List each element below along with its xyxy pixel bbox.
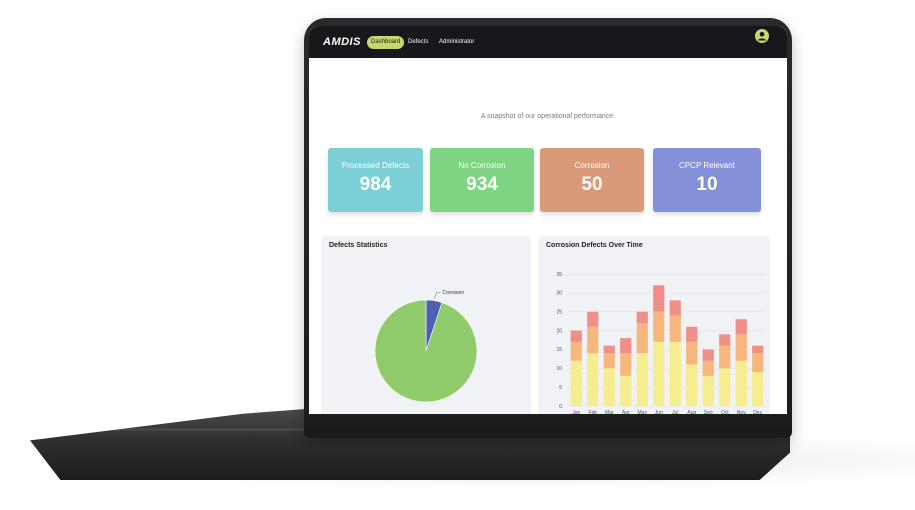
- y-tick-label: 10: [556, 366, 562, 372]
- nav-administrator[interactable]: Administrator: [439, 39, 475, 45]
- x-tick-label: Sep: [704, 410, 713, 414]
- y-tick-label: 25: [556, 310, 562, 316]
- nav-defects[interactable]: Defects: [408, 39, 429, 45]
- y-tick-label: 20: [556, 328, 562, 334]
- bar-segment[interactable]: [636, 311, 648, 324]
- card-label: Processed Defects: [341, 161, 410, 170]
- card-corrosion[interactable]: Corrosion 50: [540, 148, 644, 212]
- card-value: 984: [359, 174, 392, 195]
- card-value: 10: [696, 174, 718, 195]
- y-tick-label: 5: [559, 385, 562, 391]
- bar-segment[interactable]: [570, 330, 582, 342]
- pie-label-leader: [434, 292, 441, 299]
- x-tick-label: Aug: [687, 410, 696, 414]
- bar-segment[interactable]: [653, 311, 665, 342]
- bar-segment[interactable]: [669, 300, 681, 316]
- y-tick-label: 30: [556, 291, 562, 297]
- bar-segment[interactable]: [587, 353, 599, 406]
- card-label: No Corrosion: [458, 161, 506, 170]
- card-label: CPCP Relevant: [679, 161, 735, 170]
- card-processed-defects[interactable]: Processed Defects 984: [328, 148, 423, 212]
- top-navbar: AMDIS Dashboard Defects Administrator: [309, 26, 787, 58]
- x-tick-label: Jun: [655, 410, 663, 414]
- bar-segment[interactable]: [669, 315, 681, 342]
- card-cpcp-relevant[interactable]: CPCP Relevant 10: [653, 148, 761, 212]
- bar-segment[interactable]: [570, 341, 582, 361]
- bar-segment[interactable]: [702, 360, 714, 376]
- bar-segment[interactable]: [686, 364, 698, 406]
- app-screen: AMDIS Dashboard Defects Administrator A …: [309, 26, 787, 414]
- bar-segment[interactable]: [636, 353, 648, 406]
- defects-statistics-panel: Defects Statistics Corrosion: [321, 236, 531, 414]
- bar-segment[interactable]: [653, 285, 665, 312]
- bar-segment[interactable]: [752, 353, 764, 373]
- bar-segment[interactable]: [620, 375, 632, 406]
- card-value: 934: [466, 174, 498, 195]
- x-tick-label: Nov: [737, 410, 746, 414]
- panel-title: Corrosion Defects Over Time: [546, 242, 643, 249]
- bar-segment[interactable]: [686, 341, 698, 365]
- bar-segment[interactable]: [702, 375, 714, 406]
- x-tick-label: Oct: [721, 410, 729, 414]
- bar-segment[interactable]: [603, 368, 615, 406]
- x-tick-label: Feb: [588, 410, 597, 414]
- bar-segment[interactable]: [735, 334, 747, 361]
- y-tick-label: 0: [559, 404, 562, 410]
- bar-segment[interactable]: [735, 360, 747, 406]
- bar-segment[interactable]: [719, 334, 731, 346]
- pie-slice-no-corrosion[interactable]: [374, 299, 478, 403]
- x-tick-label: Jul: [672, 410, 678, 414]
- bar-segment[interactable]: [719, 345, 731, 369]
- corrosion-over-time-panel: Corrosion Defects Over Time 0 5 10 15 20 25 30…: [538, 236, 770, 414]
- user-avatar-icon[interactable]: [755, 29, 769, 43]
- bar-segment[interactable]: [620, 353, 632, 376]
- bar-segment[interactable]: [752, 372, 764, 406]
- x-tick-label: Apr: [622, 410, 630, 414]
- app-logo[interactable]: AMDIS: [323, 36, 361, 48]
- bar-segment[interactable]: [735, 319, 747, 335]
- bar-segment[interactable]: [702, 349, 714, 361]
- bar-segment[interactable]: [752, 345, 764, 354]
- bar-segment[interactable]: [669, 341, 681, 406]
- card-no-corrosion[interactable]: No Corrosion 934: [430, 148, 534, 212]
- corrosion-bar-chart: 0 5 10 15 20 25 30 35 Jan Feb Mar Apr May Jun Jul Aug Se…: [556, 272, 766, 414]
- bar-segment[interactable]: [653, 341, 665, 406]
- nav-dashboard[interactable]: Dashboard: [367, 36, 405, 49]
- x-tick-label: Jan: [572, 410, 580, 414]
- defects-pie-chart: Corrosion: [374, 290, 478, 403]
- bar-segment[interactable]: [603, 345, 615, 354]
- bar-segment[interactable]: [603, 353, 615, 369]
- bar-segment[interactable]: [636, 323, 648, 354]
- x-tick-label: May: [638, 410, 648, 414]
- bar-segment[interactable]: [686, 326, 698, 342]
- x-tick-label: Mar: [605, 410, 614, 414]
- card-value: 50: [581, 174, 603, 195]
- page-subtitle: A snapshot of our operational performanc…: [480, 113, 616, 120]
- y-tick-label: 15: [556, 347, 562, 353]
- pie-label-corrosion: Corrosion: [442, 290, 464, 296]
- bar-segment[interactable]: [620, 338, 632, 354]
- bar-segment[interactable]: [570, 360, 582, 406]
- card-label: Corrosion: [574, 161, 610, 170]
- bar-segment[interactable]: [719, 368, 731, 406]
- bar-segment[interactable]: [587, 326, 599, 354]
- panel-title: Defects Statistics: [329, 242, 388, 249]
- bar-segment[interactable]: [587, 311, 599, 327]
- y-tick-label: 35: [556, 272, 562, 278]
- x-tick-label: Dec: [753, 410, 762, 414]
